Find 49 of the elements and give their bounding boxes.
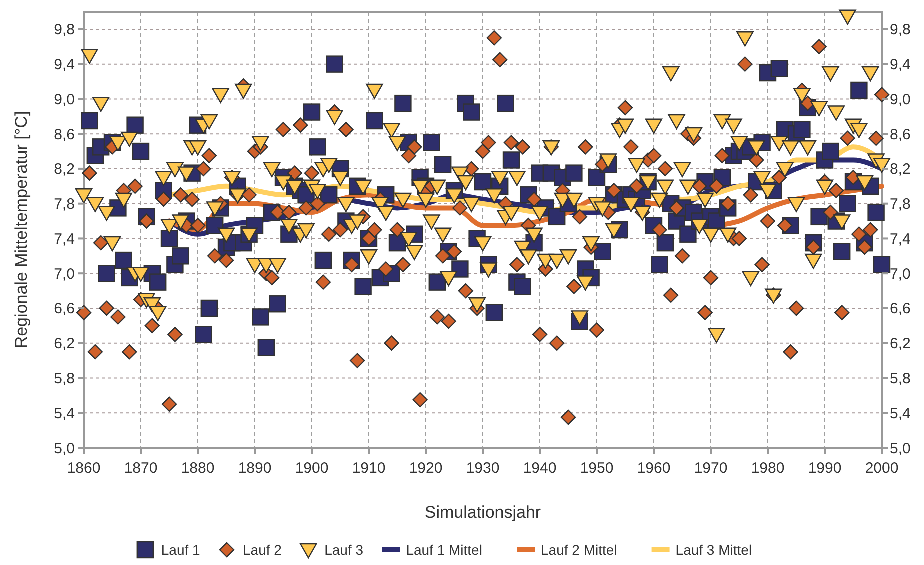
- legend-label: Lauf 2: [243, 542, 282, 558]
- y2-tick-label: 8,2: [890, 161, 911, 178]
- y-tick-label: 6,6: [54, 300, 75, 318]
- y-tick-label: 8,2: [54, 161, 75, 178]
- y2-tick-label: 9,0: [890, 91, 911, 108]
- x-tick-label: 1990: [808, 460, 842, 477]
- y2-tick-label: 6,2: [890, 336, 911, 353]
- legend-label: Lauf 3 Mittel: [676, 542, 752, 558]
- y2-tick-label: 9,4: [890, 56, 911, 74]
- x-tick-label: 1900: [295, 460, 329, 477]
- x-tick-label: 1980: [751, 460, 785, 477]
- y-tick-label: 7,4: [54, 230, 75, 248]
- x-tick-label: 1860: [67, 460, 101, 477]
- y2-tick-label: 7,0: [890, 266, 911, 283]
- y2-tick-label: 5,4: [890, 405, 911, 422]
- legend-label: Lauf 1: [161, 542, 201, 558]
- x-tick-label: 2000: [865, 460, 899, 477]
- y2-tick-label: 8,6: [890, 126, 911, 144]
- y-tick-label: 5,4: [54, 405, 75, 422]
- x-tick-label: 1950: [580, 460, 614, 477]
- x-axis-title: Simulationsjahr: [424, 503, 542, 522]
- x-tick-label: 1960: [637, 460, 671, 477]
- x-tick-label: 1940: [523, 460, 557, 477]
- legend-label: Lauf 1 Mittel: [406, 542, 482, 558]
- y-tick-label: 9,8: [54, 22, 75, 39]
- x-tick-label: 1890: [238, 460, 272, 477]
- x-tick-label: 1970: [694, 460, 728, 477]
- legend-label: Lauf 3: [324, 542, 364, 558]
- y-tick-label: 7,0: [54, 266, 75, 283]
- y-tick-label: 5,0: [54, 440, 75, 458]
- x-tick-label: 1880: [181, 460, 215, 477]
- y-tick-label: 5,8: [54, 370, 75, 388]
- y2-tick-label: 7,8: [890, 196, 911, 214]
- y2-tick-label: 5,8: [890, 370, 911, 388]
- y2-tick-label: 7,4: [890, 230, 911, 248]
- y-tick-label: 8,6: [54, 126, 75, 144]
- y-tick-label: 9,4: [54, 56, 75, 74]
- legend-label: Lauf 2 Mittel: [541, 542, 618, 558]
- y2-tick-label: 9,8: [890, 22, 911, 39]
- y2-tick-label: 6,6: [890, 300, 911, 318]
- x-tick-label: 1920: [409, 460, 443, 477]
- x-tick-label: 1930: [466, 460, 500, 477]
- y-tick-label: 7,8: [54, 196, 75, 214]
- x-tick-label: 1910: [352, 460, 386, 477]
- y-tick-label: 9,0: [54, 91, 75, 108]
- y-tick-label: 6,2: [54, 336, 75, 353]
- x-tick-label: 1870: [124, 460, 158, 477]
- y2-tick-label: 5,0: [890, 440, 911, 458]
- y-axis-title: Regionale Mitteltemperatur [°C]: [12, 111, 31, 349]
